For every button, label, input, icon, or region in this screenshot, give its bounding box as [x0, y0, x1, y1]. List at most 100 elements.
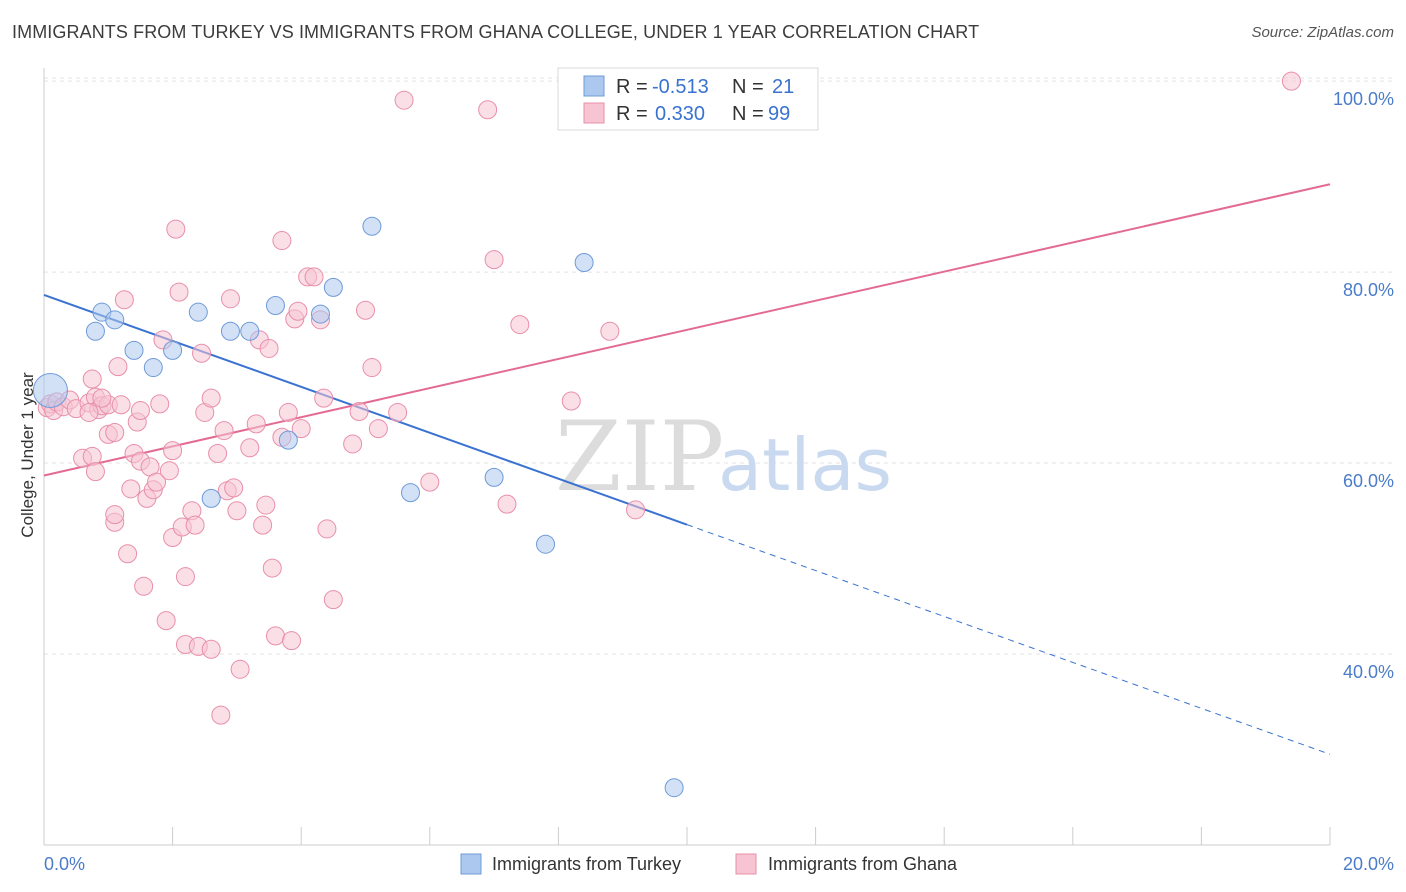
y-tick-label: 40.0% [1343, 662, 1394, 682]
x-tick-label-max: 20.0% [1343, 854, 1394, 874]
point-ghana [240, 438, 260, 458]
point-ghana [253, 515, 273, 535]
point-turkey [536, 534, 556, 554]
point-ghana [118, 544, 138, 564]
point-ghana [349, 401, 369, 421]
stats-r-label-turkey: R = [616, 76, 648, 98]
point-ghana [626, 500, 646, 520]
point-ghana [262, 558, 282, 578]
point-ghana [130, 401, 150, 421]
point-ghana [111, 395, 131, 415]
point-ghana [314, 388, 334, 408]
point-ghana [175, 567, 195, 587]
point-turkey [201, 488, 221, 508]
watermark-zip: ZIP [555, 401, 724, 513]
point-ghana [211, 705, 231, 725]
point-turkey [310, 304, 330, 324]
point-ghana [159, 461, 179, 481]
point-ghana [214, 421, 234, 441]
point-ghana [220, 289, 240, 309]
y-axis-label: College, Under 1 year [18, 372, 37, 538]
point-ghana [201, 639, 221, 659]
point-ghana [278, 402, 298, 422]
point-ghana [394, 90, 414, 110]
watermark: ZIP atlas [555, 401, 892, 513]
point-ghana [192, 343, 212, 363]
point-ghana [256, 495, 276, 515]
stats-n-label-turkey: N = [732, 76, 764, 98]
legend-swatch-ghana [735, 853, 757, 875]
chart-title: IMMIGRANTS FROM TURKEY VS IMMIGRANTS FRO… [12, 22, 980, 42]
legend-label-turkey: Immigrants from Turkey [492, 854, 681, 874]
point-turkey [105, 310, 125, 330]
chart-source: Source: ZipAtlas.com [1251, 24, 1394, 41]
legend: Immigrants from Turkey Immigrants from G… [460, 853, 958, 875]
legend-label-ghana: Immigrants from Ghana [768, 854, 958, 874]
point-turkey [664, 778, 684, 798]
point-ghana [265, 626, 285, 646]
point-turkey [323, 277, 343, 297]
point-ghana [388, 402, 408, 422]
point-ghana [323, 590, 343, 610]
y-tick-label: 100.0% [1333, 89, 1394, 109]
point-ghana [227, 501, 247, 521]
legend-swatch-turkey [460, 853, 482, 875]
point-turkey [143, 358, 163, 378]
point-ghana [156, 611, 176, 631]
point-ghana [147, 472, 167, 492]
point-ghana [246, 414, 266, 434]
point-turkey [220, 321, 240, 341]
point-ghana [105, 422, 125, 442]
point-ghana [134, 576, 154, 596]
point-turkey [163, 340, 183, 360]
point-turkey [278, 430, 298, 450]
point-ghana [121, 479, 141, 499]
stats-r-value-ghana: 0.330 [655, 103, 705, 125]
point-turkey [484, 467, 504, 487]
point-ghana [291, 419, 311, 439]
stats-r-value-turkey: -0.513 [652, 76, 709, 98]
point-ghana [600, 321, 620, 341]
stats-r-label-ghana: R = [616, 103, 648, 125]
point-ghana [259, 338, 279, 358]
point-ghana [356, 300, 375, 320]
point-turkey [85, 321, 105, 341]
grid-layer [44, 77, 1394, 655]
point-ghana [85, 462, 105, 482]
point-ghana [201, 388, 221, 408]
point-ghana [82, 369, 102, 389]
point-ghana [230, 659, 250, 679]
watermark-atlas: atlas [718, 423, 892, 507]
point-ghana [343, 434, 363, 454]
point-layer [32, 71, 1301, 798]
y-tick-label: 60.0% [1343, 471, 1394, 491]
point-turkey [265, 295, 285, 315]
point-ghana [224, 478, 244, 498]
point-turkey [32, 372, 68, 408]
axis-layer: 40.0% 60.0% 80.0% 100.0% [43, 68, 1394, 846]
point-ghana [497, 494, 517, 514]
point-ghana [368, 419, 388, 439]
stats-n-label-ghana: N = [732, 103, 764, 125]
trend-line-turkey-extrapolated [686, 524, 1331, 755]
point-ghana [317, 519, 337, 539]
point-ghana [272, 231, 292, 251]
point-turkey [574, 253, 594, 273]
point-ghana [288, 301, 308, 321]
point-ghana [304, 267, 324, 287]
stats-swatch-turkey [583, 75, 605, 97]
point-ghana [92, 388, 112, 408]
point-ghana [420, 472, 440, 492]
point-turkey [362, 216, 382, 236]
point-ghana [510, 315, 530, 335]
stats-box: R = -0.513 N = 21 R = 0.330 N = 99 [557, 67, 819, 131]
point-ghana [362, 358, 382, 378]
point-ghana [282, 631, 302, 651]
point-ghana [478, 100, 498, 120]
point-turkey [188, 302, 208, 322]
x-tick-label-min: 0.0% [44, 854, 85, 874]
point-ghana [185, 515, 205, 535]
point-turkey [401, 483, 421, 503]
point-ghana [169, 282, 189, 302]
